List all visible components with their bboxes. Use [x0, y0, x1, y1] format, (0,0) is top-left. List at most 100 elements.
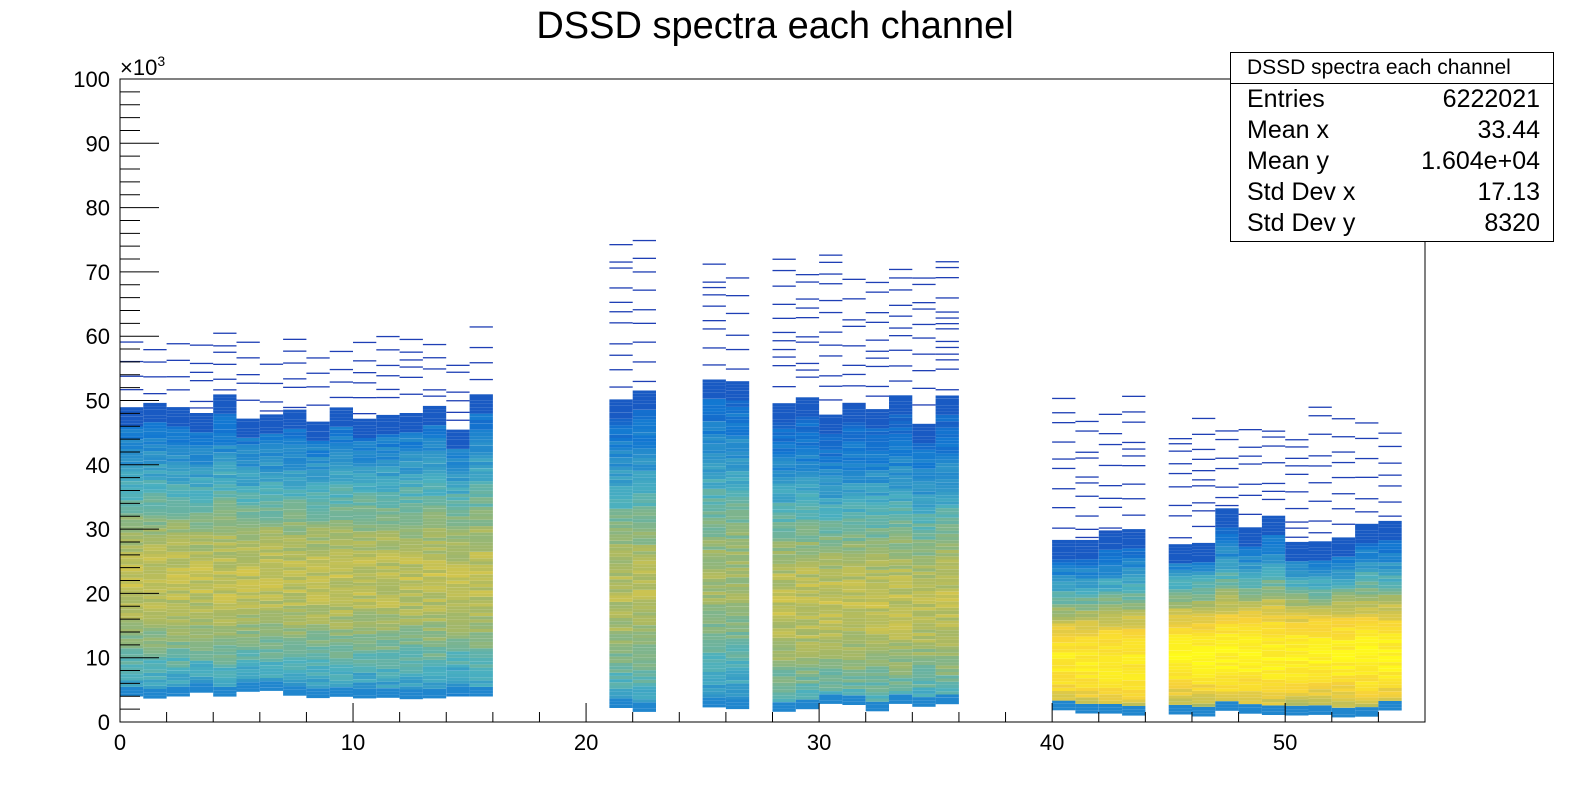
heatmap-cell	[189, 647, 214, 651]
heatmap-cell	[399, 596, 423, 600]
heatmap-cell	[446, 526, 470, 530]
heatmap-cell	[632, 557, 656, 561]
heatmap-cell	[236, 553, 260, 557]
heatmap-cell	[143, 653, 167, 657]
heatmap-cell	[213, 683, 237, 687]
heatmap-cell	[283, 647, 307, 651]
heatmap-outlier	[795, 274, 820, 276]
heatmap-cell	[213, 478, 237, 482]
heatmap-cell	[259, 424, 284, 428]
heatmap-outlier	[1331, 493, 1356, 495]
heatmap-cell	[1285, 702, 1309, 706]
heatmap-cell	[213, 487, 237, 491]
heatmap-cell	[702, 562, 726, 566]
heatmap-outlier	[1285, 465, 1309, 467]
heatmap-cell	[795, 413, 820, 417]
heatmap-cell	[1052, 655, 1076, 659]
heatmap-cell	[1378, 691, 1402, 695]
heatmap-column	[865, 281, 889, 712]
heatmap-outlier	[632, 257, 656, 259]
heatmap-cell	[376, 527, 400, 531]
heatmap-cell	[819, 507, 843, 511]
heatmap-cell	[143, 602, 167, 606]
heatmap-outlier	[819, 311, 843, 314]
heatmap-cell	[283, 673, 307, 677]
heatmap-cell	[609, 672, 633, 676]
heatmap-cell	[1285, 673, 1309, 677]
heatmap-cell	[213, 580, 237, 585]
heatmap-cell	[143, 518, 167, 522]
heatmap-cell	[632, 535, 656, 539]
heatmap-outlier	[609, 244, 633, 246]
heatmap-cell	[259, 417, 284, 421]
heatmap-cell	[120, 584, 144, 588]
heatmap-cell	[353, 563, 377, 567]
heatmap-cell	[609, 582, 633, 586]
heatmap-cell	[609, 528, 633, 532]
heatmap-cell	[166, 519, 190, 523]
heatmap-cell	[329, 532, 353, 536]
heatmap-cell	[1308, 624, 1332, 629]
heatmap-cell	[865, 611, 889, 615]
heatmap-outlier	[1285, 527, 1309, 529]
heatmap-outlier	[306, 404, 330, 406]
heatmap-cell	[353, 492, 377, 496]
heatmap-cell	[1378, 697, 1402, 701]
heatmap-cell	[702, 688, 726, 692]
heatmap-cell	[422, 653, 447, 657]
heatmap-cell	[469, 522, 493, 527]
heatmap-cell	[236, 579, 260, 583]
heatmap-cell	[1098, 614, 1123, 618]
heatmap-cell	[702, 701, 726, 705]
heatmap-cell	[283, 554, 307, 558]
heatmap-cell	[143, 451, 167, 455]
heatmap-cell	[422, 547, 447, 551]
heatmap-cell	[1378, 578, 1402, 582]
heatmap-cell	[446, 674, 470, 678]
heatmap-cell	[446, 616, 470, 620]
heatmap-cell	[120, 571, 144, 575]
heatmap-outlier	[632, 361, 656, 363]
heatmap-cell	[376, 463, 400, 467]
heatmap-cell	[189, 689, 214, 693]
heatmap-cell	[1075, 597, 1099, 601]
heatmap-cell	[1122, 564, 1146, 568]
heatmap-cell	[166, 683, 190, 687]
heatmap-cell	[609, 438, 633, 442]
heatmap-cell	[842, 627, 866, 631]
heatmap-cell	[469, 651, 493, 655]
heatmap-cell	[725, 461, 750, 465]
heatmap-cell	[469, 674, 493, 678]
heatmap-cell	[189, 490, 214, 494]
heatmap-cell	[259, 443, 284, 447]
heatmap-cell	[1238, 649, 1262, 653]
heatmap-cell	[795, 423, 820, 427]
heatmap-cell	[1355, 671, 1379, 675]
heatmap-cell	[725, 561, 750, 565]
heatmap-cell	[306, 556, 330, 560]
heatmap-cell	[353, 489, 377, 493]
heatmap-cell	[399, 599, 423, 603]
heatmap-cell	[1098, 671, 1123, 676]
x-tick-label: 0	[114, 730, 126, 755]
heatmap-cell	[1331, 588, 1356, 592]
heatmap-outlier	[1378, 485, 1402, 487]
heatmap-cell	[189, 544, 214, 548]
heatmap-cell	[329, 500, 353, 504]
heatmap-cell	[213, 658, 237, 662]
heatmap-cell	[609, 470, 633, 474]
heatmap-cell	[1215, 698, 1239, 702]
heatmap-outlier	[795, 317, 820, 319]
heatmap-cell	[772, 644, 796, 648]
heatmap-cell	[422, 463, 447, 467]
heatmap-outlier	[189, 344, 214, 346]
heatmap-cell	[283, 612, 307, 616]
heatmap-cell	[1122, 628, 1146, 632]
heatmap-cell	[1238, 594, 1262, 598]
heatmap-cell	[1098, 588, 1123, 592]
heatmap-cell	[1378, 665, 1402, 669]
heatmap-cell	[143, 454, 167, 458]
heatmap-cell	[1331, 649, 1356, 654]
heatmap-cell	[1215, 569, 1239, 573]
heatmap-cell	[1075, 568, 1099, 573]
